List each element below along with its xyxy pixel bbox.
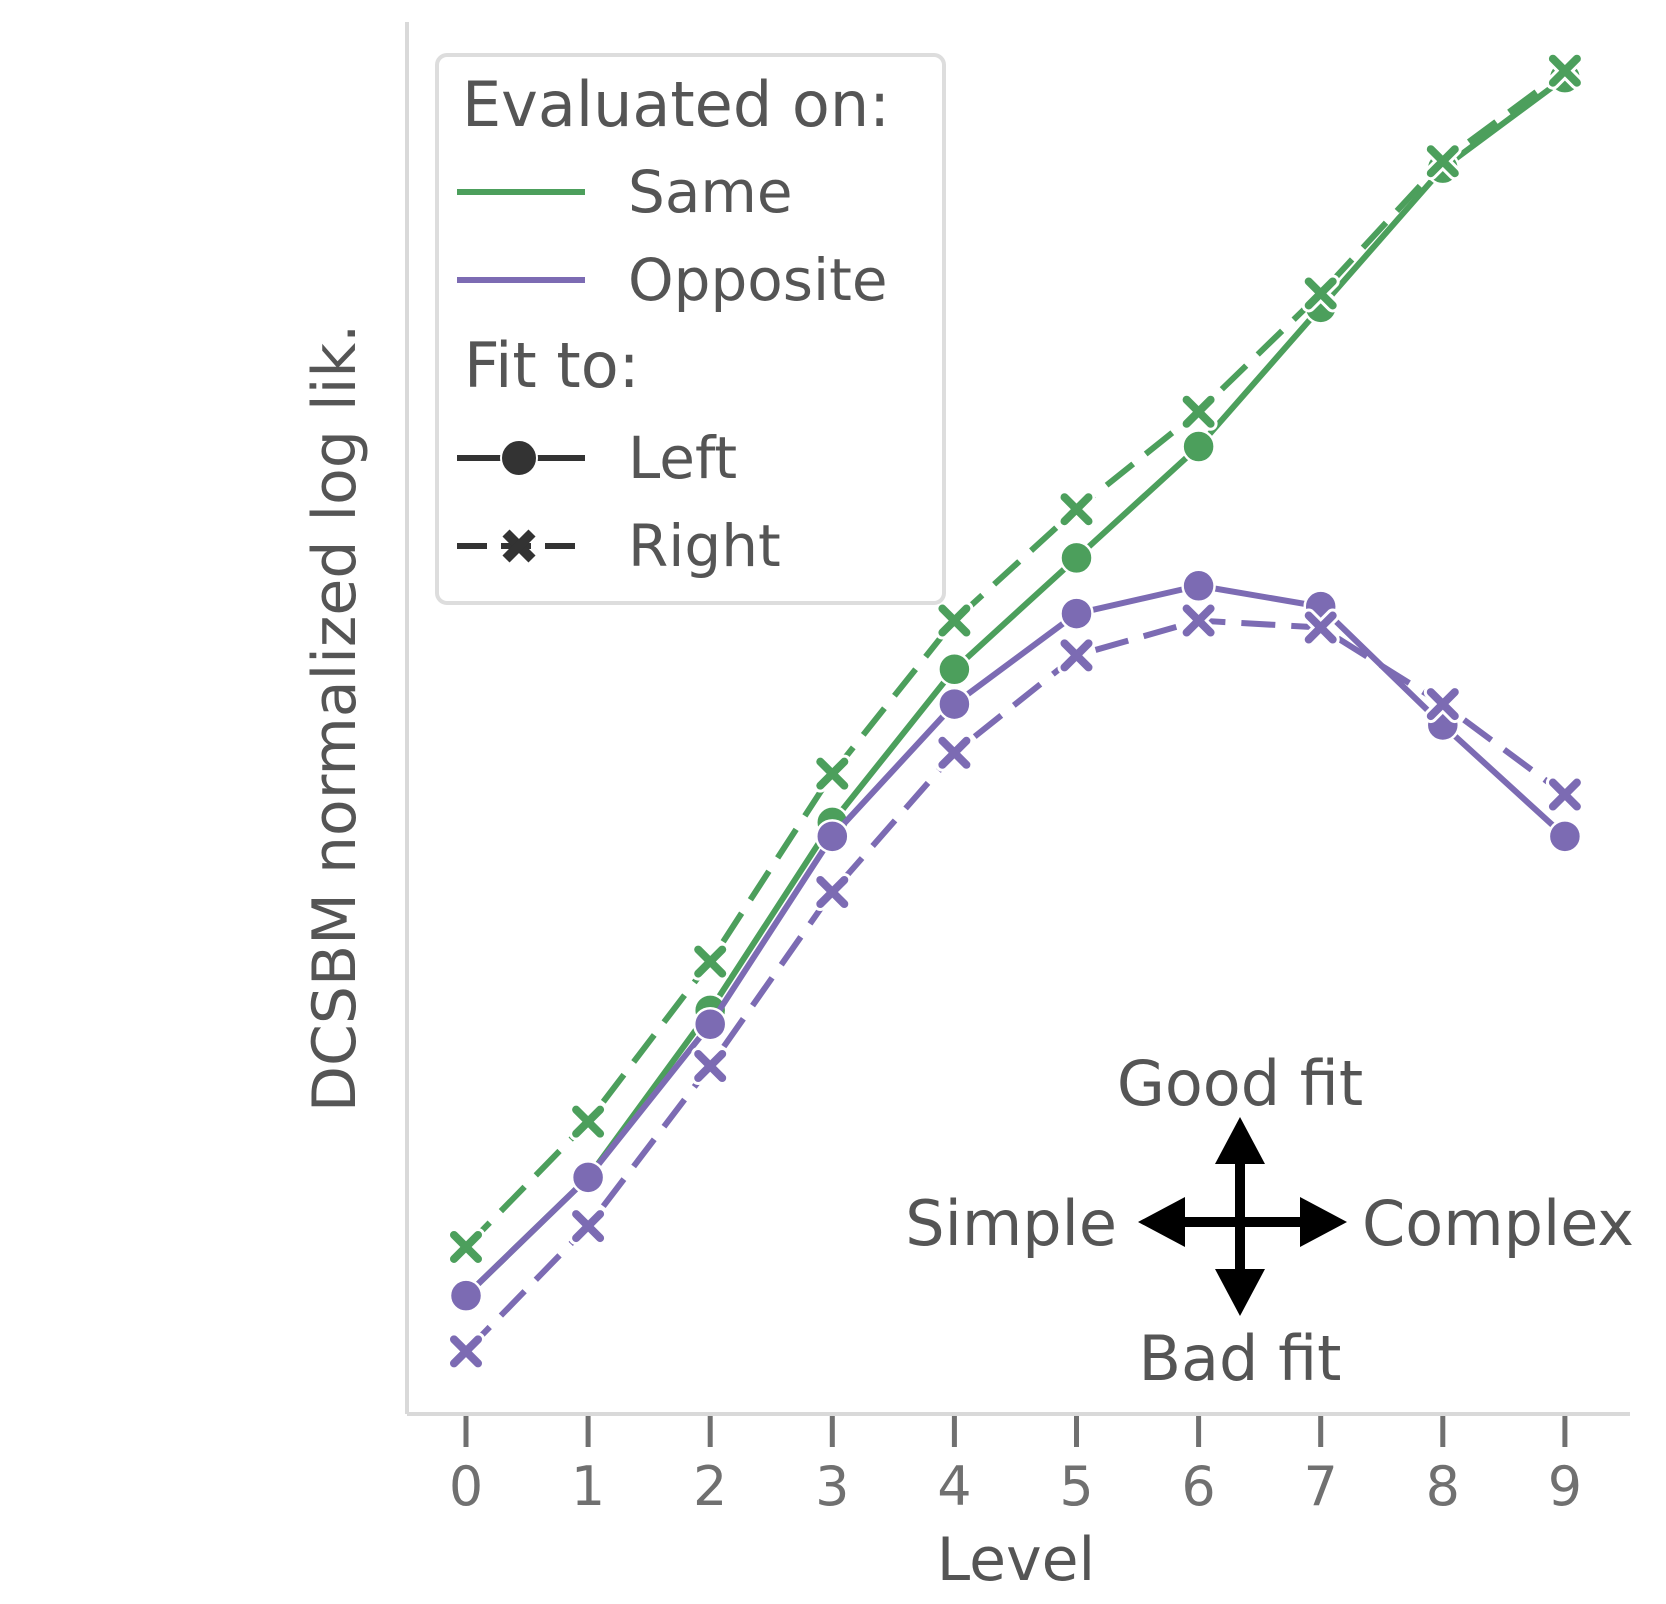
point-same-left-6 bbox=[1181, 429, 1216, 464]
legend-swatch-right-marker bbox=[502, 529, 536, 563]
legend-label-left: Left bbox=[628, 424, 737, 492]
legend-title-fit: Fit to: bbox=[464, 329, 640, 402]
x-tick-label-6: 6 bbox=[1181, 1455, 1215, 1518]
point-opposite-right-0 bbox=[447, 1332, 485, 1371]
x-tick-label-7: 7 bbox=[1304, 1455, 1338, 1518]
series-line-same-left bbox=[463, 75, 1567, 1298]
point-same-right-2 bbox=[691, 942, 730, 981]
point-opposite-right-6 bbox=[1179, 601, 1218, 640]
point-opposite-right-9 bbox=[1545, 775, 1584, 814]
point-opposite-left-9 bbox=[1547, 819, 1583, 854]
annotation-complex: Complex bbox=[1362, 1187, 1634, 1260]
point-opposite-right-7 bbox=[1301, 608, 1340, 647]
x-tick-label-5: 5 bbox=[1059, 1455, 1093, 1518]
point-same-right-7 bbox=[1301, 274, 1340, 313]
point-opposite-left-2 bbox=[692, 1006, 728, 1042]
point-same-left-4 bbox=[937, 652, 972, 687]
legend: Evaluated on: Same Opposite Fit to: Left… bbox=[435, 53, 946, 605]
point-opposite-right-8 bbox=[1423, 685, 1462, 724]
x-tick-label-8: 8 bbox=[1426, 1455, 1460, 1518]
point-opposite-left-0 bbox=[448, 1278, 484, 1313]
annotation-simple: Simple bbox=[905, 1187, 1117, 1260]
point-same-right-0 bbox=[447, 1227, 485, 1266]
point-same-right-5 bbox=[1057, 490, 1096, 529]
y-axis-title: DCSBM normalized log lik. bbox=[300, 324, 370, 1112]
point-same-right-6 bbox=[1179, 392, 1218, 431]
fit-annotation: Good fit Bad fit Simple Complex bbox=[905, 1047, 1634, 1395]
legend-label-same: Same bbox=[628, 158, 793, 226]
four-way-arrow-icon bbox=[1138, 1117, 1347, 1316]
point-opposite-left-6 bbox=[1181, 568, 1216, 604]
point-same-right-9 bbox=[1545, 51, 1584, 90]
series-line-opposite-right bbox=[463, 617, 1567, 1354]
legend-label-right: Right bbox=[628, 512, 781, 580]
annotation-bad-fit: Bad fit bbox=[1139, 1322, 1342, 1395]
x-tick-label-2: 2 bbox=[693, 1455, 727, 1518]
point-same-left-5 bbox=[1059, 540, 1094, 576]
point-opposite-left-3 bbox=[815, 819, 850, 854]
point-opposite-right-1 bbox=[569, 1207, 608, 1246]
legend-title-evaluated: Evaluated on: bbox=[462, 68, 890, 141]
point-opposite-right-2 bbox=[691, 1047, 730, 1085]
series-layer bbox=[447, 51, 1584, 1371]
point-opposite-left-1 bbox=[570, 1160, 606, 1195]
annotation-good-fit: Good fit bbox=[1117, 1047, 1363, 1120]
point-same-right-1 bbox=[569, 1102, 608, 1141]
point-opposite-right-3 bbox=[813, 873, 852, 911]
point-same-right-8 bbox=[1423, 142, 1462, 181]
series-line-same-right bbox=[463, 68, 1567, 1250]
x-axis-title: Level bbox=[937, 1525, 1095, 1595]
x-tick-label-1: 1 bbox=[571, 1455, 605, 1518]
point-same-right-4 bbox=[935, 601, 974, 640]
point-opposite-right-4 bbox=[935, 733, 974, 772]
point-same-right-3 bbox=[813, 754, 852, 793]
point-opposite-right-5 bbox=[1057, 636, 1096, 675]
point-opposite-left-5 bbox=[1059, 596, 1094, 631]
x-axis-ticks: 0 1 2 3 4 5 6 7 8 9 bbox=[449, 1416, 1582, 1518]
x-tick-label-9: 9 bbox=[1548, 1455, 1582, 1518]
x-tick-label-4: 4 bbox=[937, 1455, 971, 1518]
legend-swatch-left-marker bbox=[500, 439, 538, 477]
point-opposite-left-4 bbox=[937, 686, 972, 722]
x-tick-label-0: 0 bbox=[449, 1455, 483, 1518]
x-tick-label-3: 3 bbox=[815, 1455, 849, 1518]
legend-label-opposite: Opposite bbox=[628, 246, 888, 314]
